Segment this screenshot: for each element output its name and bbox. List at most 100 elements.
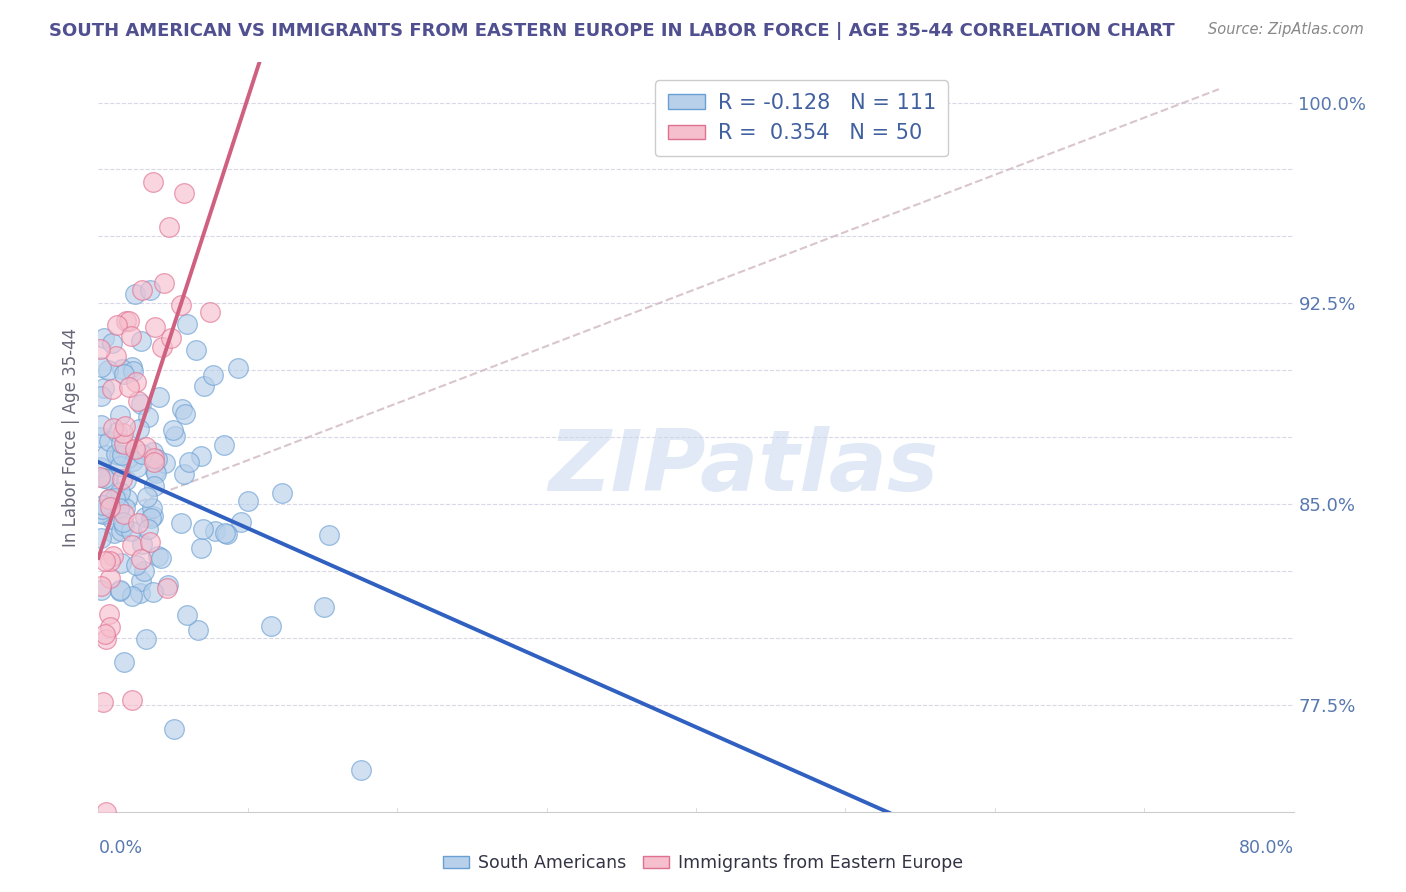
Point [128,586,150,600]
Point [236,494,259,508]
Legend: R = -0.128   N = 111, R =  0.354   N = 50: R = -0.128 N = 111, R = 0.354 N = 50 [655,80,949,156]
Point [90,360,112,375]
Point [112,367,135,381]
Point [202,368,225,382]
Point [122,454,145,468]
Point [121,692,143,706]
Point [121,359,143,374]
Point [318,527,340,541]
Point [98,500,121,515]
Text: ZIPatlas: ZIPatlas [548,425,939,508]
Point [160,331,183,345]
Point [91,695,114,709]
Point [121,589,143,603]
Point [94,554,117,568]
Point [108,500,131,515]
Point [156,578,179,592]
Point [110,556,132,570]
Point [90,418,112,433]
Point [142,455,165,469]
Point [148,549,170,563]
Point [142,175,165,189]
Point [97,607,120,621]
Point [108,409,131,423]
Point [170,298,193,312]
Point [173,186,195,201]
Point [93,381,115,395]
Point [136,410,159,425]
Point [129,551,152,566]
Point [108,485,131,500]
Point [122,364,145,378]
Point [139,534,162,549]
Point [125,459,148,474]
Point [89,470,111,484]
Point [94,448,117,462]
Point [97,472,120,486]
Point [142,508,165,523]
Point [120,524,142,538]
Point [110,524,132,538]
Point [143,451,166,466]
Point [101,382,124,396]
Point [214,526,236,541]
Point [128,422,150,436]
Point [98,434,121,448]
Point [118,380,141,394]
Point [112,519,135,533]
Point [176,317,198,331]
Y-axis label: In Labor Force | Age 35-44: In Labor Force | Age 35-44 [62,327,80,547]
Point [134,564,156,578]
Point [97,363,120,377]
Point [118,313,141,327]
Point [135,632,157,646]
Point [145,319,167,334]
Point [124,442,146,456]
Point [98,492,121,507]
Point [179,455,201,469]
Point [270,486,292,500]
Point [146,451,169,466]
Point [157,219,180,234]
Point [139,283,162,297]
Text: Source: ZipAtlas.com: Source: ZipAtlas.com [1208,22,1364,37]
Point [131,537,153,551]
Point [135,440,157,454]
Point [170,516,193,530]
Point [176,607,198,622]
Point [112,655,135,669]
Point [127,516,149,531]
Point [94,626,117,640]
Point [114,418,136,433]
Point [100,335,122,350]
Point [190,541,212,555]
Point [212,438,235,452]
Point [110,472,132,486]
Point [105,318,128,332]
Point [104,447,127,461]
Point [96,805,118,819]
Text: 0.0%: 0.0% [98,839,142,857]
Point [186,343,208,358]
Point [163,429,186,443]
Point [108,458,131,473]
Point [89,507,111,521]
Point [117,492,139,507]
Point [217,527,239,541]
Point [131,574,153,589]
Point [93,331,115,345]
Point [98,620,121,634]
Point [139,511,162,525]
Point [124,376,146,390]
Point [226,361,249,376]
Point [93,471,115,485]
Point [312,600,335,615]
Point [150,551,173,566]
Point [89,429,111,443]
Point [100,512,122,526]
Point [191,522,214,536]
Point [193,379,215,393]
Point [112,436,135,450]
Point [105,425,128,439]
Point [108,584,131,599]
